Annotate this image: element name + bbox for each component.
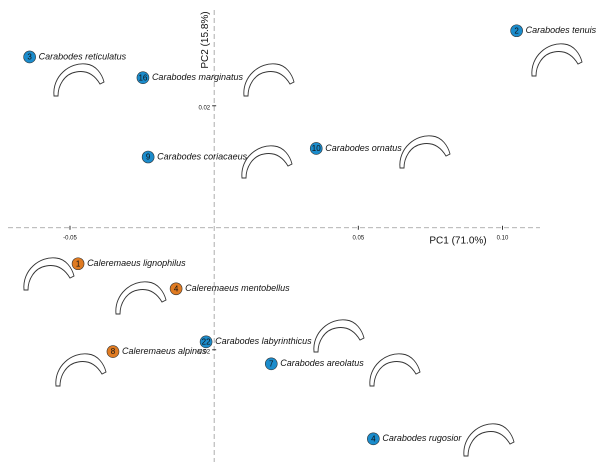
point-name: Carabodes coriacaeus bbox=[157, 151, 248, 161]
point-name: Carabodes labyrinthicus bbox=[215, 336, 312, 346]
shell-outline bbox=[531, 43, 583, 77]
point bbox=[71, 257, 85, 271]
y-tick-label: 0.02 bbox=[198, 105, 210, 111]
x-tick-label: 0.05 bbox=[352, 235, 364, 241]
point-name: Carabodes tenuis bbox=[526, 25, 597, 35]
shell-outline bbox=[313, 319, 365, 353]
y-tick-label: -0.02 bbox=[196, 349, 210, 355]
point bbox=[199, 335, 213, 349]
point-name: Carabodes marginatus bbox=[152, 72, 244, 82]
shell-outline bbox=[463, 423, 515, 457]
point bbox=[141, 150, 155, 164]
point-number: 9 bbox=[146, 153, 151, 162]
point-name: Caleremaeus lignophilus bbox=[87, 258, 186, 268]
point bbox=[367, 432, 380, 446]
point-number: 4 bbox=[174, 284, 179, 293]
point bbox=[23, 50, 36, 64]
shell-outline bbox=[23, 257, 75, 291]
point-name: Carabodes rugosior bbox=[382, 433, 462, 443]
point bbox=[136, 71, 150, 85]
point-number: 2 bbox=[514, 26, 519, 35]
point-name: Carabodes ornatus bbox=[325, 143, 402, 153]
y-axis-label: PC2 (15.8%) bbox=[200, 11, 211, 68]
point bbox=[264, 357, 278, 371]
point-name: Caleremaeus mentobellus bbox=[185, 283, 290, 293]
point bbox=[169, 282, 183, 296]
point-name: Caleremaeus alpinus bbox=[122, 346, 207, 356]
x-tick-label: -0.05 bbox=[63, 235, 77, 241]
shell-outline bbox=[241, 145, 293, 179]
x-axis-label: PC1 (71.0%) bbox=[429, 235, 486, 246]
point bbox=[510, 24, 523, 38]
point-name: Carabodes reticulatus bbox=[39, 51, 127, 61]
shell-outline bbox=[243, 63, 295, 97]
point-number: 22 bbox=[202, 337, 211, 346]
x-tick-label: 0.10 bbox=[497, 235, 509, 241]
point-number: 4 bbox=[371, 434, 376, 443]
point-number: 16 bbox=[138, 73, 147, 82]
shell-outline bbox=[55, 353, 107, 387]
shell-outlines bbox=[23, 43, 583, 457]
point-number: 1 bbox=[76, 259, 81, 268]
shell-outline bbox=[115, 281, 167, 315]
shell-outline bbox=[369, 353, 421, 387]
shell-outline bbox=[53, 63, 105, 97]
point bbox=[106, 345, 120, 358]
point-number: 10 bbox=[312, 144, 321, 153]
point-name: Carabodes areolatus bbox=[280, 358, 364, 368]
point bbox=[309, 142, 323, 155]
point-number: 7 bbox=[269, 359, 274, 368]
shell-outline bbox=[399, 135, 451, 169]
point-number: 3 bbox=[27, 53, 32, 62]
point-number: 8 bbox=[111, 347, 116, 356]
